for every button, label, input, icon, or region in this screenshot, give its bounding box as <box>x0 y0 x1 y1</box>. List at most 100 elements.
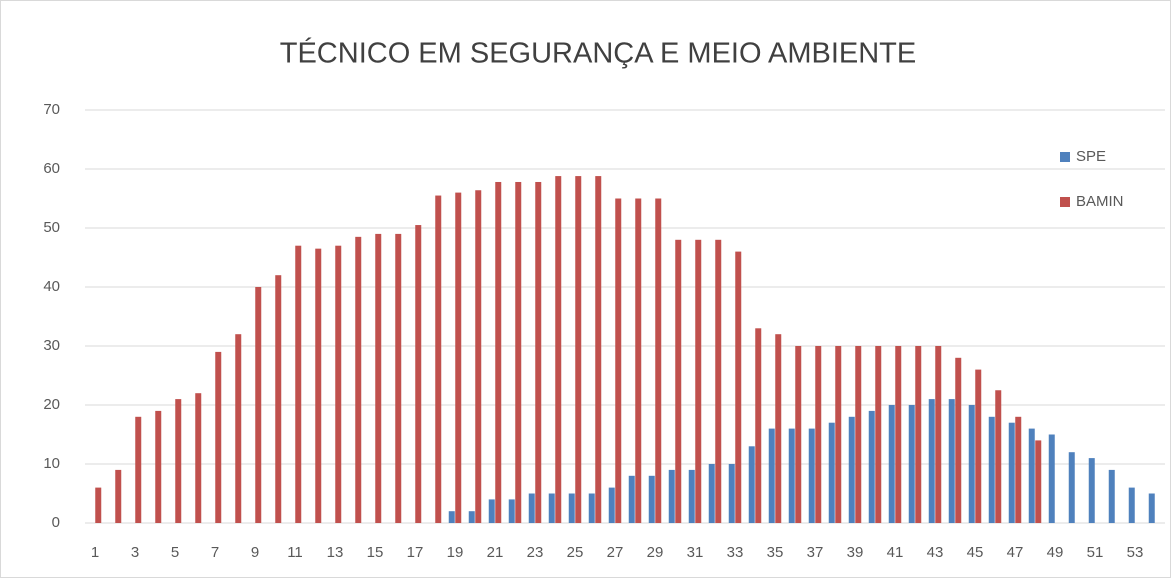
y-tick-label: 30 <box>43 337 60 354</box>
bar <box>888 405 895 523</box>
x-tick-label: 3 <box>131 544 139 561</box>
bar <box>588 493 595 523</box>
bar <box>435 195 442 524</box>
x-tick-label: 37 <box>807 544 824 561</box>
bar <box>555 176 562 523</box>
x-tick-label: 49 <box>1047 544 1064 561</box>
bar <box>235 334 242 523</box>
x-tick-label: 13 <box>327 544 344 561</box>
x-tick-label: 53 <box>1127 544 1144 561</box>
y-tick-label: 70 <box>43 101 60 118</box>
bar <box>868 410 875 523</box>
bar <box>508 499 515 523</box>
bar <box>895 346 902 523</box>
bar <box>975 369 982 523</box>
bar <box>788 428 795 523</box>
bar <box>1128 487 1135 523</box>
x-tick-label: 1 <box>91 544 99 561</box>
bar <box>575 176 582 523</box>
bar <box>335 245 342 523</box>
x-tick-label: 21 <box>487 544 504 561</box>
bar <box>568 493 575 523</box>
bar <box>928 399 935 523</box>
x-tick-label: 5 <box>171 544 179 561</box>
bar <box>715 239 722 524</box>
x-tick-label: 15 <box>367 544 384 561</box>
bar <box>935 346 942 523</box>
bar <box>255 287 262 523</box>
bar <box>955 357 962 523</box>
bar <box>1035 440 1042 523</box>
bar <box>848 416 855 523</box>
bar <box>988 416 995 523</box>
bar <box>615 198 622 523</box>
x-tick-label: 11 <box>287 544 303 561</box>
bar <box>755 328 762 523</box>
bar <box>1108 469 1115 523</box>
x-tick-label: 17 <box>407 544 424 561</box>
bar <box>1048 434 1055 523</box>
bar <box>135 416 142 523</box>
bar <box>1015 416 1022 523</box>
y-tick-label: 40 <box>43 278 60 295</box>
bar <box>375 233 382 523</box>
legend-swatch <box>1060 152 1070 162</box>
legend-label: SPE <box>1076 148 1106 165</box>
bar <box>768 428 775 523</box>
bar <box>275 275 282 523</box>
bar <box>915 346 922 523</box>
bar <box>528 493 535 523</box>
x-tick-label: 35 <box>767 544 784 561</box>
bar <box>475 190 482 524</box>
y-tick-label: 20 <box>43 396 60 413</box>
bar <box>1088 458 1095 523</box>
bar <box>655 198 662 523</box>
bar <box>775 334 782 523</box>
bar <box>515 181 522 524</box>
chart-title: TÉCNICO EM SEGURANÇA E MEIO AMBIENTE <box>280 37 917 70</box>
bar <box>448 511 455 523</box>
x-tick-label: 27 <box>607 544 624 561</box>
bar <box>688 469 695 523</box>
x-tick-label: 25 <box>567 544 584 561</box>
bar <box>815 346 822 523</box>
bar <box>835 346 842 523</box>
y-tick-label: 50 <box>43 219 60 236</box>
bar <box>748 446 755 523</box>
bar <box>695 239 702 524</box>
y-tick-label: 60 <box>43 160 60 177</box>
bar <box>875 346 882 523</box>
bar <box>548 493 555 523</box>
bar <box>95 487 102 523</box>
x-tick-label: 39 <box>847 544 864 561</box>
y-tick-label: 10 <box>43 455 60 472</box>
x-tick-label: 31 <box>687 544 704 561</box>
bar <box>468 511 475 523</box>
x-tick-label: 7 <box>211 544 219 561</box>
bar <box>215 351 222 523</box>
x-tick-label: 9 <box>251 544 259 561</box>
x-tick-label: 41 <box>887 544 904 561</box>
bar <box>675 239 682 524</box>
bar <box>355 236 362 523</box>
bar <box>195 393 202 523</box>
bar <box>635 198 642 523</box>
bar <box>795 346 802 523</box>
x-tick-label: 33 <box>727 544 744 561</box>
bar <box>175 399 182 523</box>
bar <box>1028 428 1035 523</box>
bar <box>908 405 915 523</box>
bar <box>948 399 955 523</box>
x-tick-label: 23 <box>527 544 544 561</box>
legend-label: BAMIN <box>1076 193 1124 210</box>
bar <box>648 475 655 523</box>
bar <box>1068 452 1075 523</box>
bar <box>315 248 322 523</box>
bar <box>535 181 542 524</box>
bar <box>828 422 835 523</box>
y-tick-label: 0 <box>52 514 60 531</box>
x-tick-label: 29 <box>647 544 664 561</box>
bar <box>608 487 615 523</box>
bar <box>1148 493 1155 523</box>
